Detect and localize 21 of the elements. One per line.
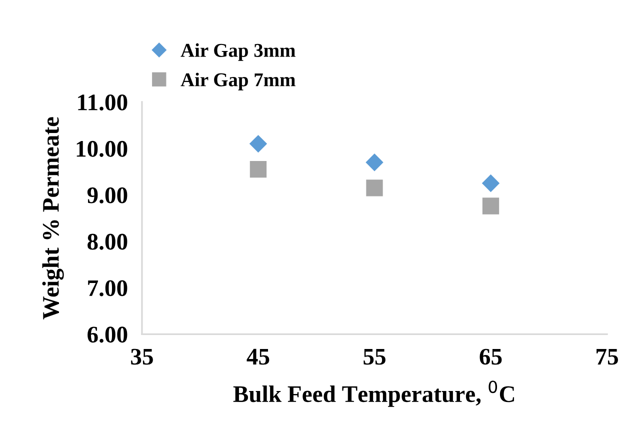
y-tick-label: 10.00 — [76, 140, 128, 157]
y-tick-label: 11.00 — [78, 94, 128, 111]
x-axis-title: Bulk Feed Temperature, $^{0}$C — [233, 380, 514, 407]
point — [366, 154, 384, 172]
x-tick-label: 35 — [131, 348, 153, 365]
x-tick-label: 65 — [480, 348, 502, 365]
y-tick-label: 6.00 — [88, 326, 128, 343]
point — [482, 198, 500, 214]
x-tick-label: 55 — [364, 348, 386, 365]
y-axis-title: Weight % Permeate — [42, 117, 64, 320]
point — [250, 160, 267, 178]
legend-label: Air Gap 3mm — [180, 43, 296, 61]
point — [366, 180, 383, 196]
point — [482, 174, 500, 192]
legend-label: Air Gap 7mm — [180, 72, 296, 90]
x-tick-label: 75 — [596, 348, 618, 365]
y-tick-label: 7.00 — [88, 280, 128, 296]
x-tick-label: 45 — [246, 348, 270, 365]
y-tick-label: 9.00 — [87, 187, 128, 204]
y-tick-label: 8.00 — [88, 234, 128, 250]
point — [249, 134, 268, 153]
